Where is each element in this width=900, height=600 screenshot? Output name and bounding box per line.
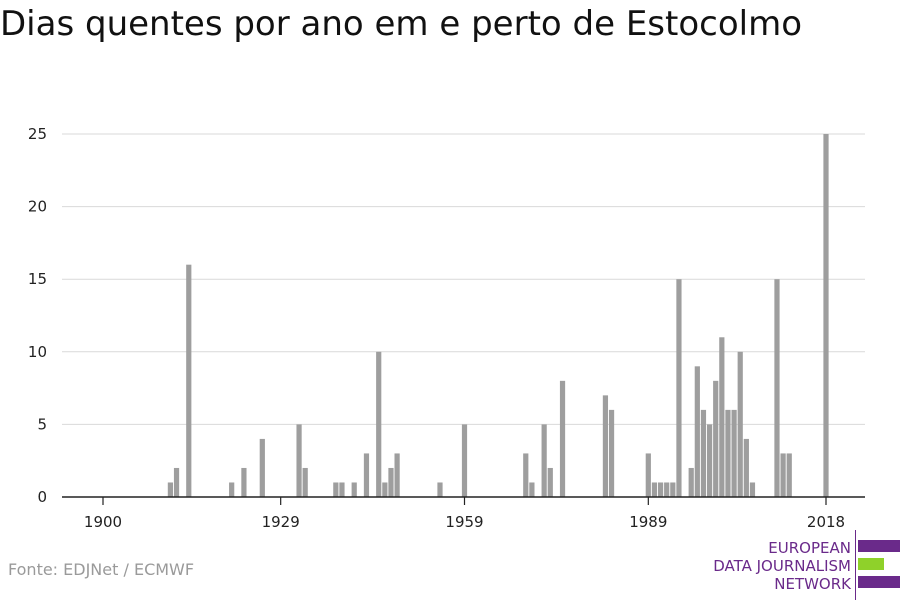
x-tick-label: 1989 [629,513,667,531]
bar [461,424,468,497]
bar [529,482,535,497]
y-tick-label: 25 [28,125,47,143]
logo-divider [855,530,856,600]
bar [651,482,658,497]
bar [719,337,725,497]
y-tick-label: 0 [37,488,47,506]
bar [725,409,731,497]
bar [229,482,235,497]
bar [749,482,756,497]
bar [259,438,265,497]
bar [376,351,382,497]
bar [706,424,713,497]
x-tick-label: 1900 [84,513,122,531]
bar [394,453,400,497]
bar [173,467,180,497]
bar [296,424,302,497]
bar [547,467,553,497]
logo-bar-middle [858,558,884,570]
gridlines [62,133,865,425]
bar [339,482,345,497]
logo-bar-bottom [858,576,900,588]
bar [774,279,780,497]
bar [786,453,792,497]
bar [688,467,694,497]
logo-bar-top [858,540,900,552]
bar [743,438,749,497]
bar [241,467,247,497]
bar [388,467,394,497]
bar [363,453,370,497]
logo-line-2: DATA JOURNALISM [713,557,851,575]
y-tick-label: 15 [28,270,47,288]
bar [559,380,566,497]
x-tick-label: 2018 [807,513,845,531]
bars [167,134,829,497]
bar [523,453,529,497]
bar [713,380,719,497]
bar [737,351,743,497]
chart-title: Dias quentes por ano em e perto de Estoc… [0,4,803,44]
logo-line-3: NETWORK [774,575,851,593]
bar [608,409,615,497]
x-tick-label: 1959 [445,513,483,531]
bar [664,482,670,497]
axes: 0 5 10 15 20 25 1900 1929 1959 1989 2018 [28,125,865,531]
bar [780,453,786,497]
bar [302,467,308,497]
bar [541,424,547,497]
bar [167,482,174,497]
bar [676,279,682,497]
bar [645,453,651,497]
edjnet-logo: EUROPEAN DATA JOURNALISM NETWORK [700,530,900,600]
x-tick-label: 1929 [262,513,300,531]
bar [657,482,664,497]
bar [694,366,700,497]
bar [382,482,388,497]
bar [602,395,609,497]
source-note: Fonte: EDJNet / ECMWF [8,560,195,579]
y-tick-label: 20 [28,198,47,216]
bar [333,482,339,497]
logo-line-1: EUROPEAN [768,539,851,557]
bar [186,264,192,497]
y-tick-label: 5 [37,415,47,433]
bar [437,482,443,497]
bar [700,409,707,497]
bar [351,482,357,497]
y-tick-label: 10 [28,343,47,361]
bar [731,409,737,497]
bar [823,134,829,497]
bar [670,482,676,497]
